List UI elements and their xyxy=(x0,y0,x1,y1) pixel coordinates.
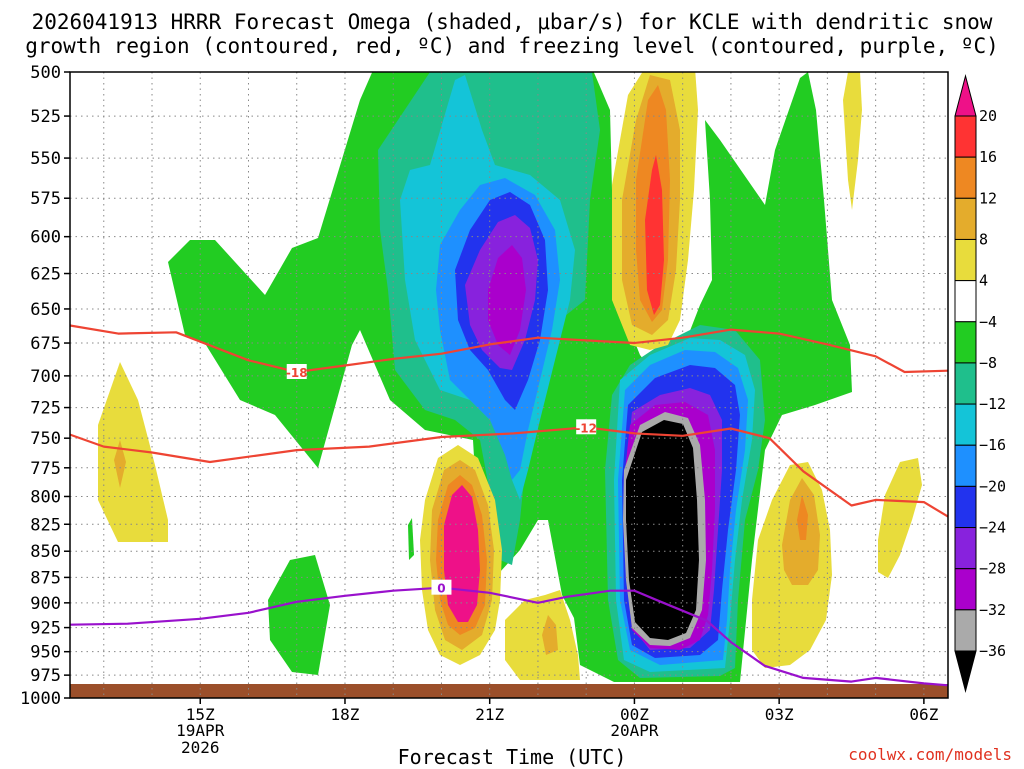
x-tick-label: 03Z xyxy=(765,705,794,724)
y-tick-label: 575 xyxy=(30,189,61,209)
y-tick-label: 725 xyxy=(30,399,61,419)
colorbar-bin xyxy=(954,280,977,323)
contours: -18 -12 0 xyxy=(69,324,949,687)
contour-freezing-level-0 xyxy=(69,586,949,687)
colorbar-bin xyxy=(954,197,977,240)
omega-region-yellow-farright xyxy=(878,458,922,578)
colorbar-bin xyxy=(954,527,977,570)
omega-region-green-speck xyxy=(408,518,414,560)
y-tick-label: 775 xyxy=(30,459,61,479)
y-tick-label: 875 xyxy=(30,568,61,588)
colorbar-label: 20 xyxy=(979,107,997,125)
omega-region-yellow-topright xyxy=(843,72,862,210)
x-tick-label: 06Z xyxy=(909,705,938,724)
colorbar-label: 16 xyxy=(979,148,997,166)
plot-frame xyxy=(69,71,949,699)
y-tick-label: 900 xyxy=(30,594,61,614)
x-tick-date: 19APR xyxy=(176,721,225,740)
omega-region-black-lower xyxy=(626,420,699,640)
colorbar-label: −20 xyxy=(979,477,1006,495)
colorbar-bin xyxy=(954,321,977,364)
y-tick-label: 650 xyxy=(30,300,61,320)
colorbar-bin xyxy=(954,485,977,529)
x-tick-label: 18Z xyxy=(331,705,360,724)
colorbar-label: −32 xyxy=(979,601,1006,619)
chart-title-line2: growth region (contoured, red, ºC) and f… xyxy=(25,34,999,58)
colorbar-arrow-top xyxy=(954,74,977,117)
colorbar-bin xyxy=(954,115,977,158)
omega-region-red-upper xyxy=(645,155,664,315)
contour-label-bg xyxy=(431,579,452,595)
colorbar-label: −24 xyxy=(979,519,1006,537)
y-tick-label: 950 xyxy=(30,643,61,663)
x-tick-label: 15Z xyxy=(186,705,215,724)
contour-dgz-minus-18 xyxy=(69,324,949,374)
contour-label-dgz-minus-12: -12 xyxy=(575,421,597,435)
y-tick-label: 700 xyxy=(30,367,61,387)
y-tick-label: 675 xyxy=(30,334,61,354)
y-tick-label: 925 xyxy=(30,619,61,639)
colorbar-label: 12 xyxy=(979,189,997,207)
omega-region-gold-bottom xyxy=(542,615,558,655)
y-tick-label: 625 xyxy=(30,265,61,285)
omega-region-yellow-left xyxy=(98,362,168,542)
omega-region-green-lower xyxy=(268,555,330,675)
y-tick-label: 850 xyxy=(30,542,61,562)
omega-region-pink-center xyxy=(444,485,480,622)
contour-label-bg xyxy=(576,419,597,435)
colorbar-arrow-bottom xyxy=(954,650,977,693)
surface-band xyxy=(70,684,948,698)
x-axis-label: Forecast Time (UTC) xyxy=(397,745,627,769)
colorbar-label: −4 xyxy=(979,313,997,331)
colorbar-bin xyxy=(954,444,977,487)
y-tick-label: 525 xyxy=(30,107,61,127)
colorbar-label: 8 xyxy=(979,230,988,248)
y-tick-label: 600 xyxy=(30,228,61,248)
pressure-axis: 500 525 550 575 600 625 650 675 700 725 750 775 800 8… xyxy=(20,63,70,709)
grid xyxy=(70,72,948,698)
colorbar-bin xyxy=(954,156,977,199)
credit-link[interactable]: coolwx.com/models xyxy=(848,745,1012,764)
y-tick-label: 825 xyxy=(30,515,61,535)
omega-region-orange-right xyxy=(797,495,808,540)
colorbar-bin xyxy=(954,238,977,282)
y-tick-label: 500 xyxy=(30,63,61,83)
y-tick-label: 800 xyxy=(30,487,61,507)
y-tick-label: 975 xyxy=(30,666,61,686)
omega-region-gold-left-speck xyxy=(114,440,126,488)
y-tick-label: 550 xyxy=(30,149,61,169)
colorbar-label: −12 xyxy=(979,395,1006,413)
x-tick-year: 2026 xyxy=(181,738,220,757)
colorbar-label: 4 xyxy=(979,272,988,290)
x-tick-date: 20APR xyxy=(610,721,659,740)
contour-label-freezing-level-0: 0 xyxy=(437,582,445,596)
chart-title-line1: 2026041913 HRRR Forecast Omega (shaded, … xyxy=(31,10,993,34)
colorbar-bin xyxy=(954,362,977,405)
contour-label-bg xyxy=(286,363,307,379)
colorbar-label: −36 xyxy=(979,642,1006,660)
colorbar: 20 16 12 8 4 −4 −8 −12 −16 −20 −24 −28 −32 −36 xyxy=(954,74,1006,693)
colorbar-label: −28 xyxy=(979,560,1006,578)
colorbar-bin xyxy=(954,403,977,446)
colorbar-bin xyxy=(954,609,977,652)
colorbar-label: −16 xyxy=(979,436,1006,454)
contour-label-dgz-minus-18: -18 xyxy=(286,366,308,380)
x-tick-label: 00Z xyxy=(620,705,649,724)
colorbar-bin xyxy=(954,568,977,611)
colorbar-label: −8 xyxy=(979,354,997,372)
x-tick-label: 21Z xyxy=(475,705,504,724)
omega-shading xyxy=(70,72,948,698)
y-tick-label: 1000 xyxy=(20,689,61,709)
omega-region-purple xyxy=(488,245,526,355)
contour-dgz-minus-12 xyxy=(69,426,949,518)
y-tick-label: 750 xyxy=(30,429,61,449)
